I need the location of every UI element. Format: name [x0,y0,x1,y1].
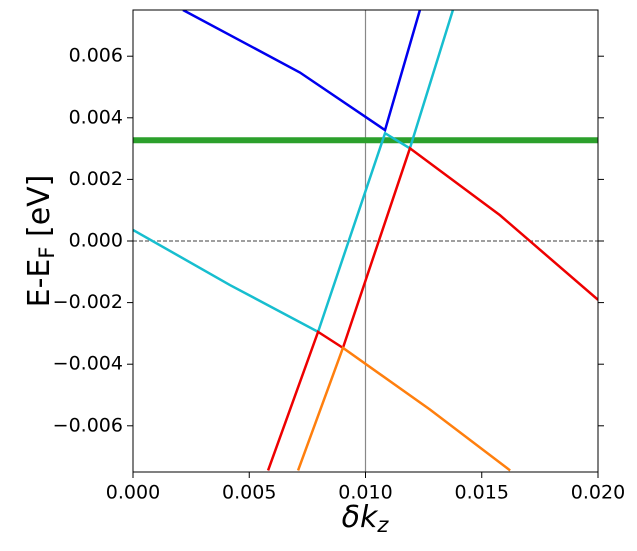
band-line [296,345,511,472]
x-tick-label: 0.015 [455,482,509,504]
x-axis-label: δkz [342,500,390,538]
y-tick-label: 0.000 [69,230,123,252]
y-tick-label: 0.006 [69,45,123,67]
x-tick-label: 0.010 [338,482,392,504]
x-tick-label: 0.000 [106,482,160,504]
y-tick-label: −0.006 [53,414,123,436]
y-tick-label: 0.002 [69,168,123,190]
y-tick-label: 0.004 [69,106,123,128]
y-tick-label: −0.002 [53,291,123,313]
x-tick-label: 0.005 [222,482,276,504]
band-line [133,10,455,334]
y-tick-label: −0.004 [53,353,123,375]
y-axis-label: E-EF [eV] [22,175,60,308]
x-tick-label: 0.020 [571,482,625,504]
band-line [266,146,598,471]
band-line [182,10,422,133]
